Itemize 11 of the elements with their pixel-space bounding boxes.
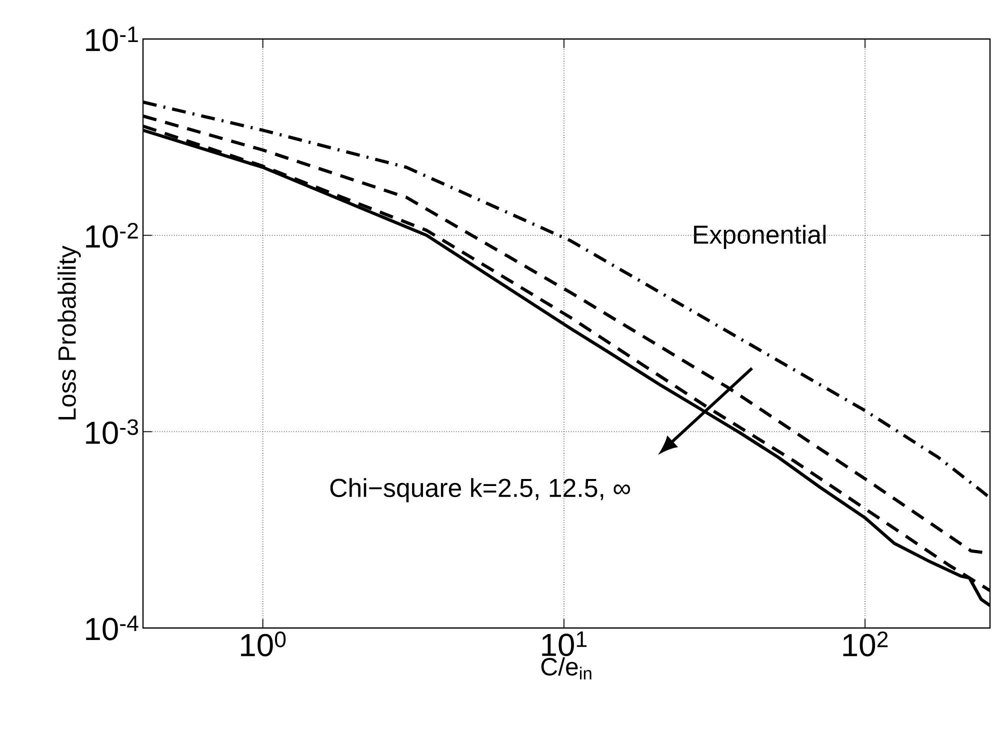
- y-axis-title: Loss Probability: [58, 246, 81, 420]
- annotation: Chi−square k=2.5, 12.5, ∞: [330, 478, 630, 502]
- x-tick-label: 10$^{1}$: [542, 632, 587, 656]
- y-tick-label: 10$^{-3}$: [86, 419, 138, 444]
- y-tick-label: 10$^{-4}$: [86, 616, 138, 640]
- x-tick-label: 10$^{0}$: [241, 632, 286, 656]
- x-tick-label: 10$^{2}$: [843, 632, 888, 656]
- x-axis-title: C/e$_{in}$: [541, 657, 592, 680]
- y-tick-label: 10$^{-2}$: [86, 222, 138, 248]
- text: Exponential: [694, 224, 826, 249]
- y-tick-label: 10$^{-1}$: [86, 26, 138, 52]
